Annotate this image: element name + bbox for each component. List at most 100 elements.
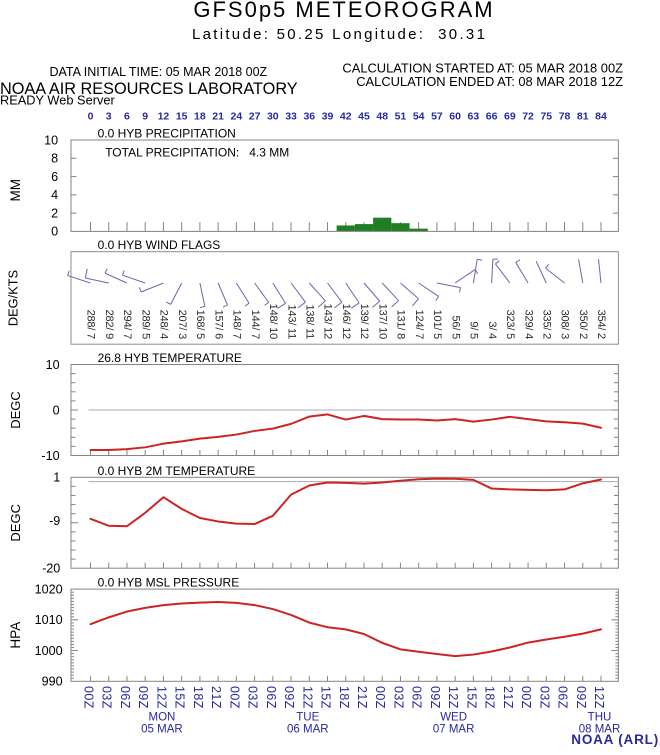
svg-text:60: 60: [449, 111, 461, 123]
svg-text:350/ 2: 350/ 2: [577, 310, 589, 339]
svg-text:15Z: 15Z: [464, 686, 478, 709]
svg-text:-9: -9: [49, 514, 60, 528]
svg-text:TOTAL PRECIPITATION: 4.3 MM: TOTAL PRECIPITATION: 4.3 MM: [105, 145, 289, 159]
svg-text:TUE: TUE: [296, 712, 319, 724]
svg-text:990: 990: [42, 675, 63, 689]
svg-text:139/ 12: 139/ 12: [358, 304, 370, 339]
svg-text:146/ 12: 146/ 12: [340, 304, 352, 339]
svg-text:DATA INITIAL TIME: 05 MAR 2018: DATA INITIAL TIME: 05 MAR 2018 00Z: [50, 65, 268, 79]
svg-text:0.0 HYB 2M TEMPERATURE: 0.0 HYB 2M TEMPERATURE: [98, 464, 256, 478]
svg-text:06 MAR: 06 MAR: [287, 724, 329, 736]
svg-text:248/ 4: 248/ 4: [158, 310, 170, 339]
svg-text:GFS0p5 METEOROGRAM: GFS0p5 METEOROGRAM: [193, 0, 494, 22]
svg-text:06Z: 06Z: [410, 686, 424, 709]
svg-text:0: 0: [51, 225, 58, 239]
svg-text:143/ 12: 143/ 12: [322, 304, 334, 339]
svg-text:81: 81: [577, 111, 589, 123]
svg-text:06Z: 06Z: [264, 686, 278, 709]
svg-text:4: 4: [51, 188, 58, 202]
svg-text:0.0 HYB PRECIPITATION: 0.0 HYB PRECIPITATION: [98, 127, 236, 141]
svg-text:MON: MON: [149, 712, 176, 724]
svg-text:0.0 HYB WIND FLAGS: 0.0 HYB WIND FLAGS: [98, 238, 221, 252]
svg-text:63: 63: [468, 111, 480, 123]
svg-text:8: 8: [51, 152, 58, 166]
svg-text:18Z: 18Z: [337, 686, 351, 709]
svg-text:131/ 8: 131/ 8: [395, 310, 407, 339]
svg-text:1020: 1020: [35, 582, 63, 596]
svg-text:00Z: 00Z: [373, 686, 387, 709]
svg-text:78: 78: [559, 111, 571, 123]
svg-text:15: 15: [176, 111, 188, 123]
svg-text:6: 6: [124, 111, 130, 123]
svg-text:24: 24: [231, 111, 243, 123]
svg-text:00Z: 00Z: [227, 686, 241, 709]
svg-text:282/ 9: 282/ 9: [103, 310, 115, 339]
svg-text:10: 10: [44, 133, 58, 147]
svg-text:42: 42: [340, 111, 352, 123]
svg-text:148/ 7: 148/ 7: [231, 310, 243, 339]
svg-text:294/ 7: 294/ 7: [121, 310, 133, 339]
svg-text:144/ 7: 144/ 7: [249, 310, 261, 339]
svg-text:137/ 10: 137/ 10: [376, 304, 388, 339]
svg-text:2: 2: [51, 206, 58, 220]
svg-text:26.8 HYB TEMPERATURE: 26.8 HYB TEMPERATURE: [98, 351, 242, 365]
svg-text:21Z: 21Z: [209, 686, 223, 709]
svg-text:354/ 2: 354/ 2: [595, 310, 607, 339]
svg-text:84: 84: [595, 111, 607, 123]
svg-text:21Z: 21Z: [501, 686, 515, 709]
svg-text:138/ 11: 138/ 11: [303, 305, 315, 340]
svg-text:54: 54: [413, 111, 425, 123]
svg-text:101/ 5: 101/ 5: [431, 310, 443, 339]
svg-text:Latitude: 50.25 Longitude: 30: Latitude: 50.25 Longitude: 30.31: [192, 26, 487, 43]
svg-text:1: 1: [53, 471, 60, 485]
svg-text:33: 33: [285, 111, 297, 123]
svg-text:00Z: 00Z: [82, 686, 96, 709]
svg-text:12Z: 12Z: [300, 686, 314, 709]
svg-text:143/ 11: 143/ 11: [285, 305, 297, 340]
svg-text:69: 69: [504, 111, 516, 123]
svg-text:288/ 7: 288/ 7: [85, 310, 97, 339]
svg-text:30: 30: [267, 111, 279, 123]
svg-text:72: 72: [522, 111, 534, 123]
svg-text:56/ 5: 56/ 5: [449, 316, 461, 340]
svg-text:CALCULATION ENDED AT: 08 MAR 2: CALCULATION ENDED AT: 08 MAR 2018 12Z: [356, 74, 623, 89]
svg-text:09Z: 09Z: [282, 686, 296, 709]
svg-text:45: 45: [358, 111, 370, 123]
svg-text:21Z: 21Z: [355, 686, 369, 709]
svg-text:308/ 3: 308/ 3: [559, 310, 571, 339]
svg-text:03Z: 03Z: [246, 686, 260, 709]
svg-text:3/ 4: 3/ 4: [486, 321, 498, 339]
svg-text:48: 48: [376, 111, 388, 123]
svg-text:03Z: 03Z: [100, 686, 114, 709]
svg-text:1010: 1010: [35, 613, 63, 627]
svg-text:323/ 5: 323/ 5: [504, 310, 516, 339]
svg-text:6: 6: [51, 170, 58, 184]
svg-text:12Z: 12Z: [154, 686, 168, 709]
svg-text:207/ 3: 207/ 3: [176, 310, 188, 339]
svg-text:124/ 7: 124/ 7: [413, 310, 425, 339]
svg-text:75: 75: [540, 111, 552, 123]
svg-text:READY Web Server: READY Web Server: [0, 93, 115, 108]
svg-text:15Z: 15Z: [319, 686, 333, 709]
svg-text:335/ 2: 335/ 2: [541, 310, 553, 339]
svg-text:289/ 5: 289/ 5: [139, 310, 151, 339]
svg-text:THU: THU: [588, 712, 612, 724]
svg-text:06Z: 06Z: [118, 686, 132, 709]
svg-text:09Z: 09Z: [136, 686, 150, 709]
svg-text:57: 57: [431, 111, 443, 123]
svg-text:00Z: 00Z: [519, 686, 533, 709]
svg-text:12Z: 12Z: [446, 686, 460, 709]
svg-text:15Z: 15Z: [173, 686, 187, 709]
svg-text:07 MAR: 07 MAR: [433, 724, 475, 736]
svg-text:27: 27: [249, 111, 261, 123]
svg-text:09Z: 09Z: [574, 686, 588, 709]
svg-text:HPA: HPA: [8, 621, 23, 649]
svg-text:9/ 5: 9/ 5: [468, 321, 480, 339]
svg-text:12: 12: [158, 111, 170, 123]
svg-text:MM: MM: [8, 179, 23, 202]
svg-text:NOAA (ARL): NOAA (ARL): [571, 732, 659, 747]
svg-text:DEG/KTS: DEG/KTS: [6, 270, 21, 326]
svg-text:168/ 5: 168/ 5: [194, 310, 206, 339]
svg-text:-10: -10: [41, 449, 59, 463]
svg-text:-20: -20: [42, 562, 60, 576]
